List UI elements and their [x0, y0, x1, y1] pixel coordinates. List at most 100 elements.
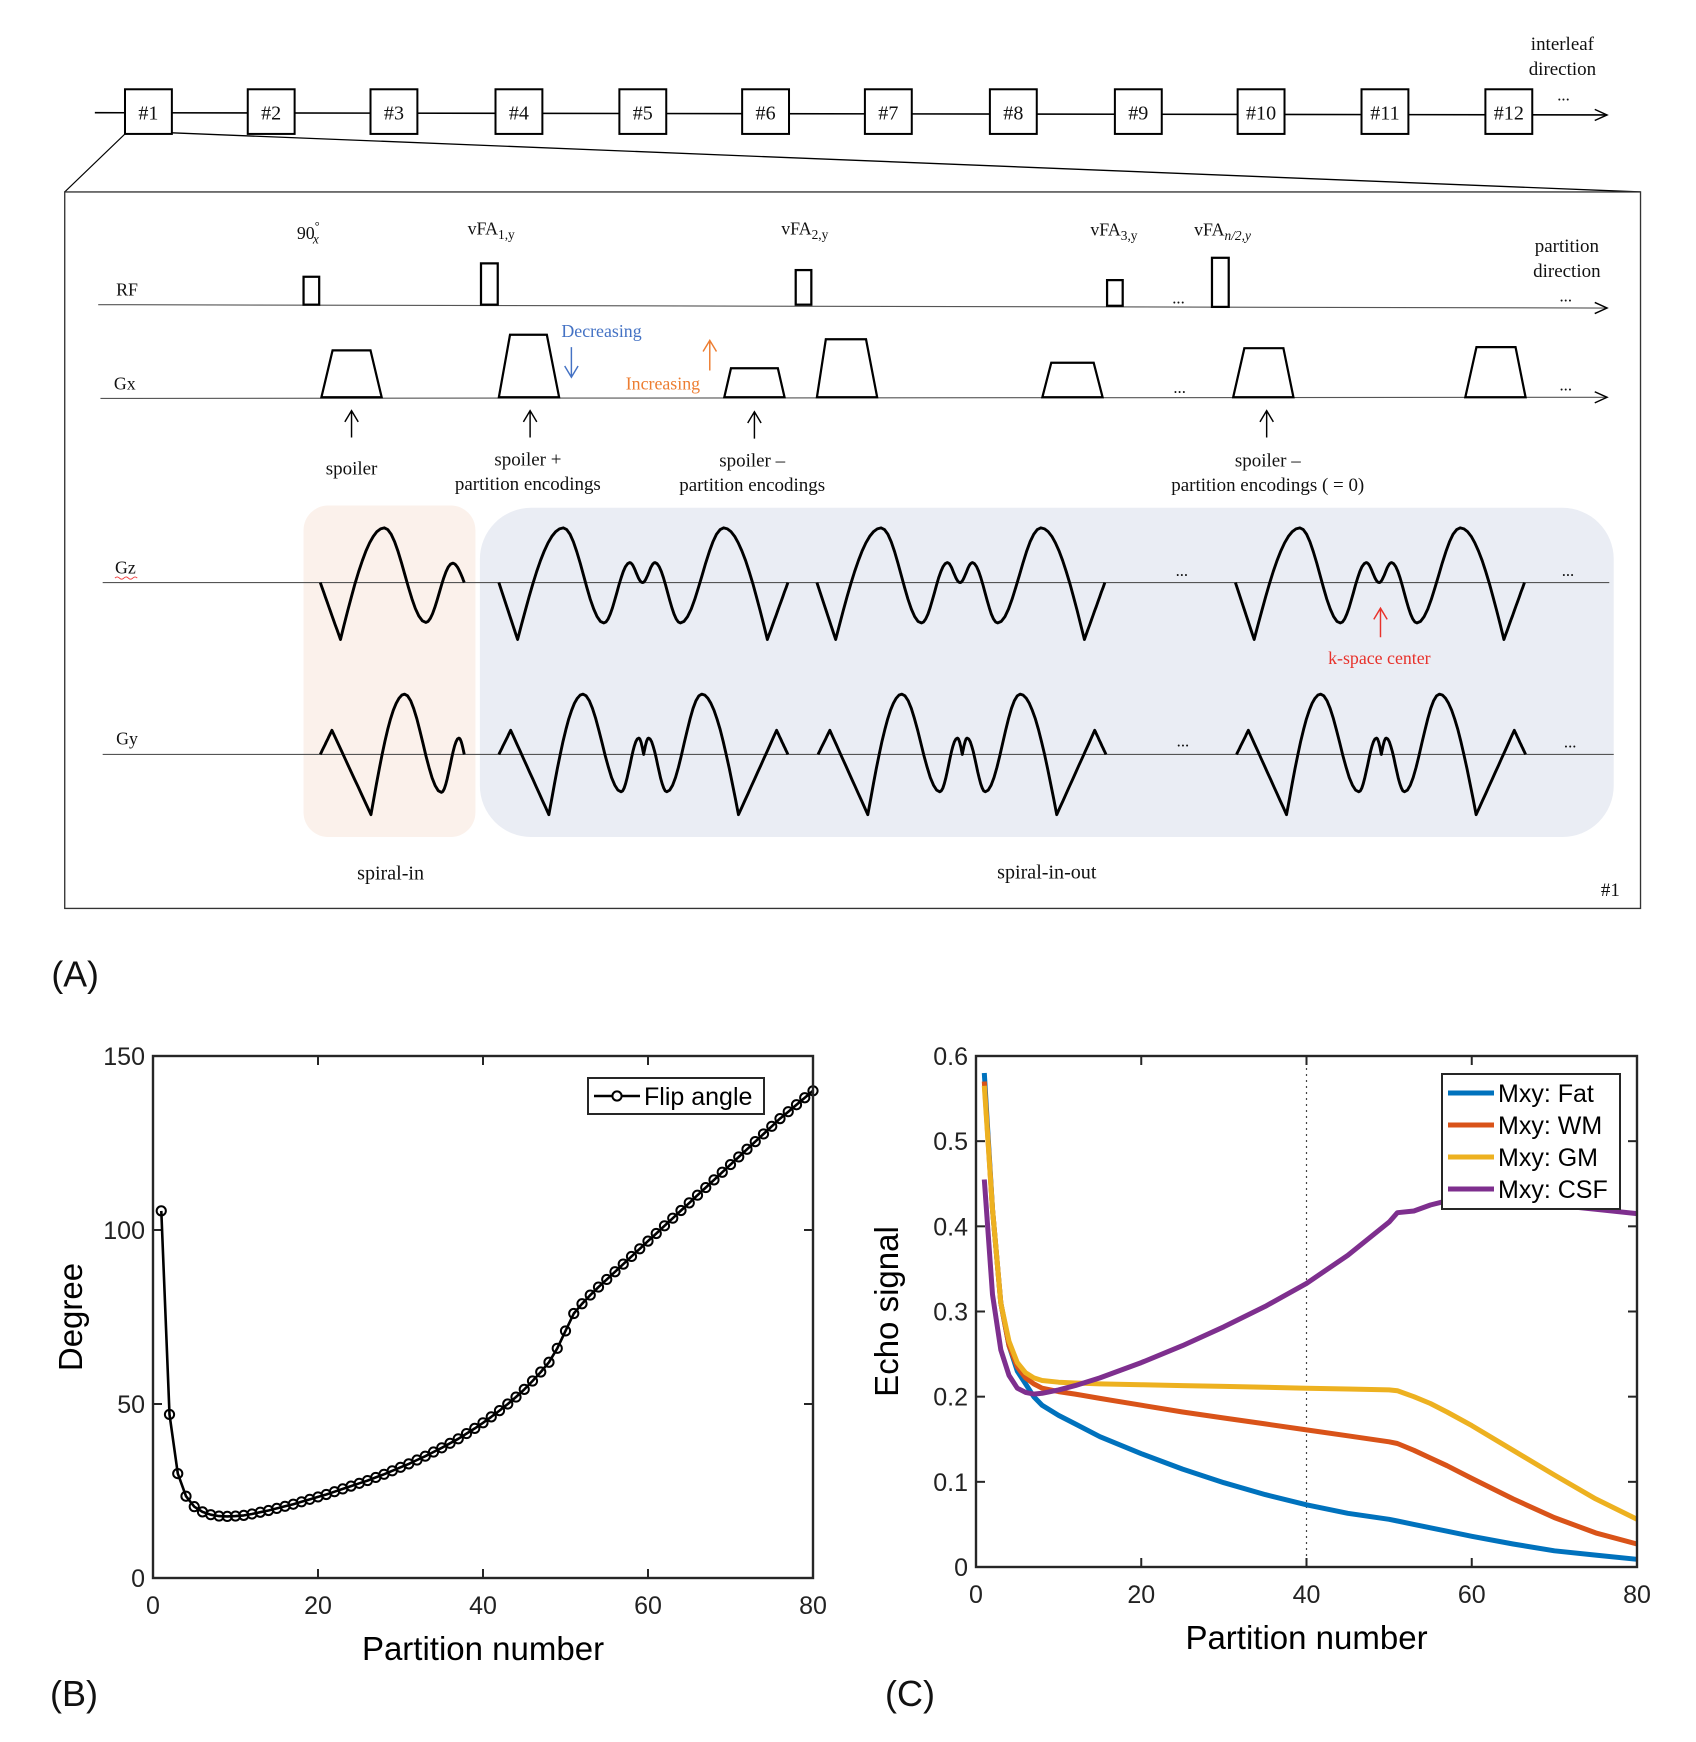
flip-angle-chart: 0 20 40 60 80 0 50 100 150 Flip angle Partition nu…	[50, 1043, 827, 1714]
data-point	[609, 1266, 621, 1278]
data-point	[667, 1212, 679, 1224]
legend: Mxy: Fat Mxy: WM Mxy: GM Mxy: CSF	[1441, 1073, 1621, 1210]
interleaf-box-frame	[1236, 88, 1286, 135]
data-point	[774, 1113, 786, 1125]
interleaf-box-6: #6	[741, 88, 791, 135]
data-point	[180, 1490, 192, 1502]
rf-label-vfa2: vFA2,y	[781, 218, 828, 241]
data-point	[741, 1143, 753, 1155]
y-tick-label: 0.4	[933, 1213, 968, 1241]
interleaf-box-label: #3	[384, 102, 404, 124]
interleaf-box-label: #5	[633, 102, 653, 124]
interleaf-box-frame	[988, 88, 1038, 135]
gx-spoiler-1	[319, 349, 384, 399]
y-tick-label: 0.1	[933, 1469, 968, 1497]
data-point	[724, 1158, 737, 1171]
axes-frame	[151, 1054, 815, 1580]
gx-spoiler-3	[722, 367, 786, 399]
x-tick-label: 0	[146, 1592, 160, 1620]
rf-pulse-vfan2	[1210, 256, 1230, 309]
x-tick-label: 0	[969, 1581, 983, 1609]
label-spoiler-plus-2: partition encodings	[455, 474, 601, 495]
rf-label-vfan2: vFAn/2,y	[1194, 219, 1251, 242]
label-increasing: Increasing	[626, 373, 700, 393]
interleaf-box-label: #6	[756, 102, 776, 124]
interleaf-box-7: #7	[863, 88, 913, 135]
data-point	[634, 1243, 646, 1255]
legend-marker	[611, 1090, 623, 1102]
data-point	[485, 1411, 497, 1423]
y-tick-label: 0.6	[933, 1043, 968, 1071]
data-point	[477, 1417, 489, 1429]
interleaf-box-frame	[863, 88, 913, 135]
interleaf-box-4: #4	[494, 88, 544, 135]
gy-ellipsis: ...	[1177, 732, 1190, 751]
row-label-rf: RF	[116, 280, 138, 300]
x-axis-label: Partition number	[1185, 1619, 1427, 1656]
rf-label-vfa1: vFA1,y	[468, 218, 515, 241]
gy-end-ellipsis: ...	[1564, 733, 1577, 752]
rf-pulse-vfa2	[794, 268, 813, 306]
gz-spiral-in-waveform	[318, 526, 466, 641]
row-label-gy: Gy	[116, 728, 138, 748]
arrow-up-icon	[747, 410, 762, 439]
arrow-up-icon	[1373, 606, 1388, 638]
y-tick-label: 0.3	[933, 1299, 968, 1327]
data-point	[526, 1375, 539, 1387]
legend-label: Flip angle	[644, 1083, 752, 1111]
plot-area	[153, 1056, 813, 1578]
data-point	[766, 1120, 778, 1132]
interleaf-box-label: #4	[509, 102, 529, 124]
gz-spiral-in-out-waveform-3	[1234, 526, 1526, 641]
data-point	[617, 1258, 629, 1270]
panel-label: (C)	[885, 1673, 935, 1714]
data-point	[163, 1408, 176, 1421]
rf-pulse-90x	[302, 275, 321, 306]
data-point	[733, 1151, 745, 1163]
rf-pulse-vfa1	[479, 262, 499, 306]
label-spoiler-zero-2: partition encodings ( = 0)	[1171, 475, 1364, 496]
interleaf-box-label: #8	[1003, 102, 1023, 124]
interleaf-box-frame	[618, 88, 668, 135]
data-point	[716, 1166, 728, 1178]
legend: Flip angle	[587, 1077, 765, 1115]
spoiler-arrows	[344, 409, 1274, 439]
data-point	[502, 1398, 514, 1410]
gz-spiral-in-out-waveform-2	[815, 526, 1107, 641]
label-spiral-in-out: spiral-in-out	[997, 861, 1097, 883]
axes-frame	[974, 1054, 1639, 1569]
legend-label: Mxy: WM	[1498, 1112, 1602, 1140]
interleaf-boxes: #1 #2 #3 #4 #5 #6 #7 #8 #9 #10 #11 #12	[123, 88, 1534, 135]
interleaf-box-frame	[494, 88, 544, 135]
data-point	[749, 1136, 761, 1148]
interleaf-box-label: #1	[138, 102, 158, 124]
row-label-gz: Gz	[115, 558, 136, 578]
interleaf-box-frame	[123, 88, 173, 135]
x-tick-label: 60	[1458, 1581, 1486, 1609]
arrow-up-icon	[702, 338, 718, 371]
label-spoiler-plus-1: spoiler +	[494, 449, 561, 470]
y-tick-label: 0.5	[933, 1128, 968, 1156]
gradient-waveforms	[318, 526, 1527, 817]
gy-spiral-in-out-waveform-2	[816, 692, 1108, 817]
data-point	[757, 1128, 770, 1140]
panel-label: (B)	[50, 1673, 98, 1714]
interleaf-box-label: #2	[261, 102, 281, 124]
data-point	[543, 1356, 555, 1368]
interleaf-box-12: #12	[1484, 88, 1534, 135]
data-point	[535, 1366, 547, 1378]
gy-spiral-in-out-waveform-1	[497, 692, 790, 817]
rf-label-90x: 90° x	[297, 219, 320, 246]
data-point	[469, 1422, 481, 1434]
interleaf-axis	[94, 108, 1609, 122]
data-point	[601, 1273, 613, 1286]
data-point	[460, 1427, 473, 1440]
interleaf-box-frame	[1113, 88, 1163, 135]
data-point	[799, 1092, 811, 1104]
x-tick-label: 20	[1127, 1581, 1155, 1609]
x-tick-label: 80	[1623, 1581, 1651, 1609]
legend-label: Mxy: Fat	[1498, 1080, 1594, 1108]
y-tick-label: 0	[954, 1554, 968, 1582]
x-tick-label: 40	[469, 1592, 497, 1620]
